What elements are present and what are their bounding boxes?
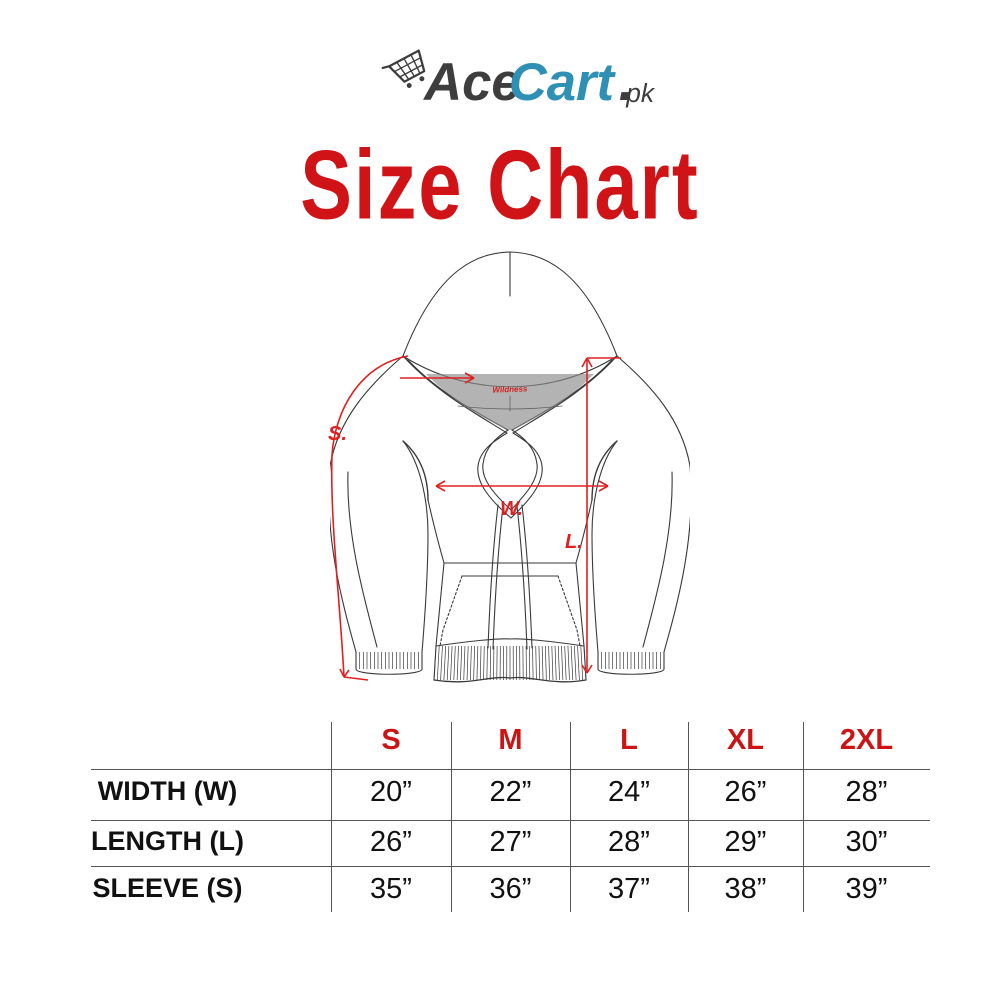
- svg-text:Wildness: Wildness: [492, 384, 528, 394]
- svg-text:Cart: Cart: [509, 53, 617, 112]
- svg-text:pk: pk: [625, 78, 656, 108]
- svg-text:Ace: Ace: [422, 53, 521, 112]
